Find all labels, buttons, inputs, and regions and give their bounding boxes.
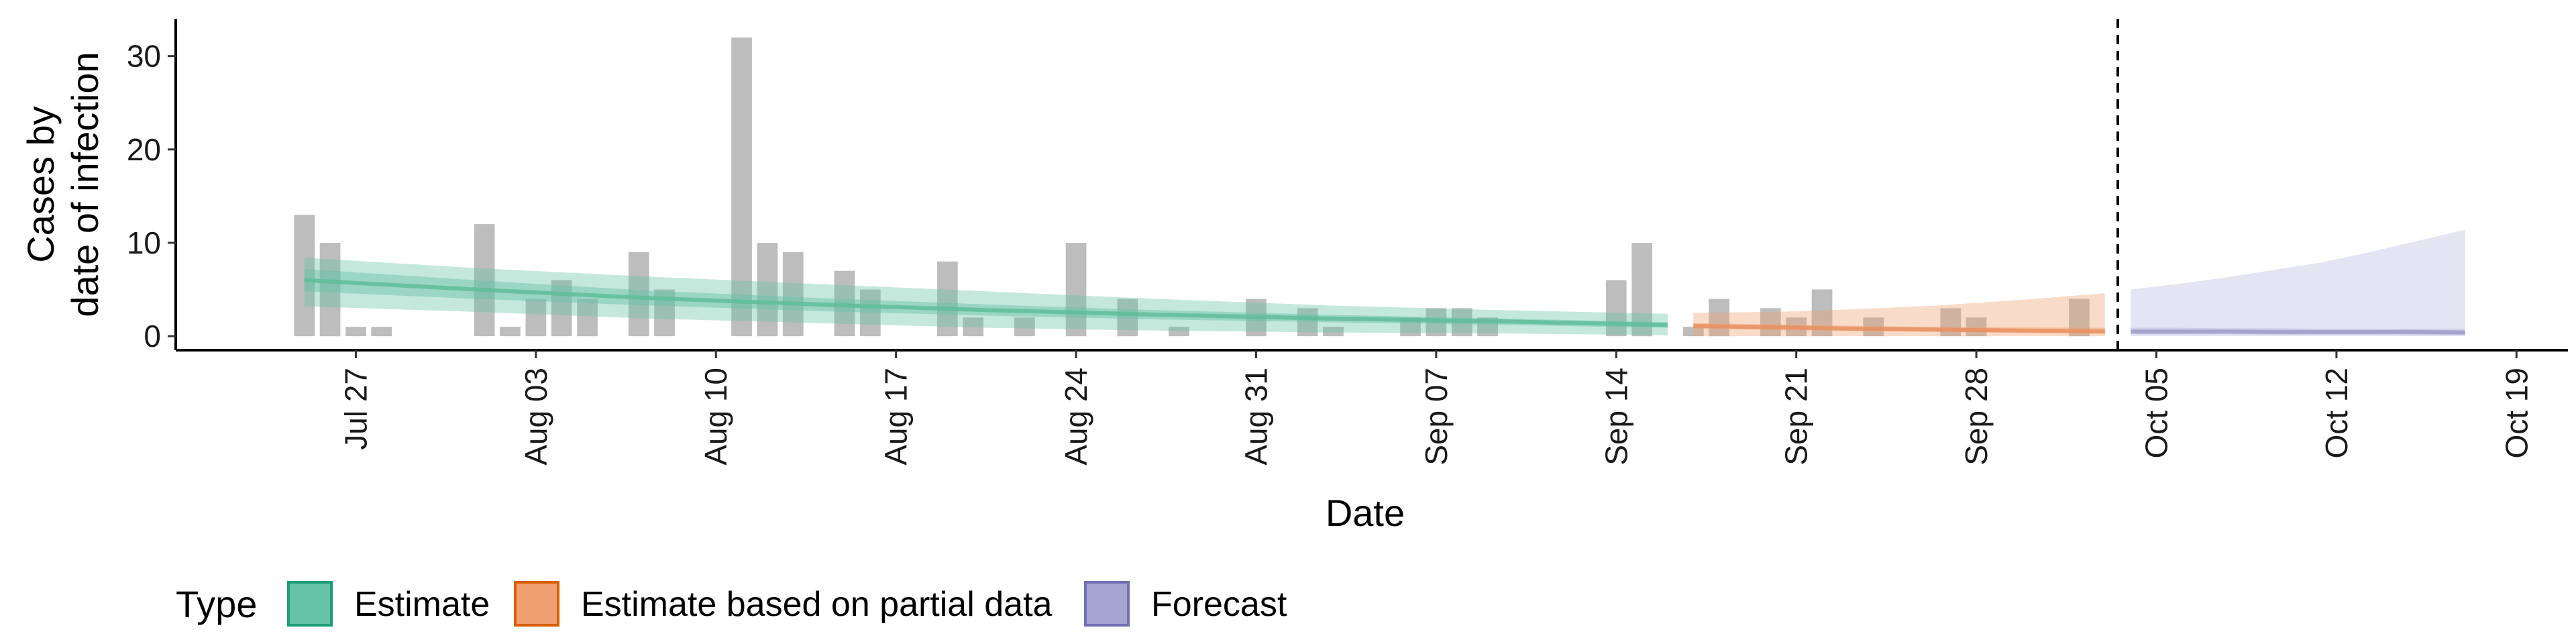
x-tick-label: Jul 27 bbox=[338, 368, 373, 450]
case-bar bbox=[474, 224, 495, 337]
x-tick-label: Aug 10 bbox=[698, 368, 733, 466]
case-bar bbox=[963, 317, 983, 337]
estimate-median-line bbox=[304, 278, 1668, 327]
case-bar bbox=[860, 289, 881, 337]
legend-label-forecast: Forecast bbox=[1151, 585, 1287, 624]
forecast-outer-band bbox=[2131, 229, 2465, 337]
legend-title: Type bbox=[176, 583, 257, 625]
case-bar bbox=[577, 299, 598, 337]
case-bar bbox=[1605, 280, 1627, 337]
case-bar bbox=[782, 252, 804, 337]
legend-label-estimate: Estimate bbox=[354, 585, 490, 624]
y-tick-label: 10 bbox=[127, 225, 161, 260]
y-tick-label: 20 bbox=[127, 132, 161, 167]
case-bar bbox=[757, 243, 778, 337]
case-bar bbox=[1117, 299, 1138, 337]
x-tick-label: Sep 28 bbox=[1959, 368, 1994, 466]
case-bar bbox=[1065, 243, 1087, 337]
x-tick-label: Sep 07 bbox=[1419, 368, 1454, 466]
estimate-outer-band bbox=[304, 258, 1668, 335]
y-axis-title-line-1: Cases by bbox=[19, 106, 62, 262]
case-bar bbox=[1683, 327, 1704, 337]
x-tick-label: Aug 17 bbox=[879, 368, 914, 466]
case-bar bbox=[500, 327, 521, 337]
case-bar bbox=[1323, 327, 1344, 337]
legend-label-estimate-based-on-partial-data: Estimate based on partial data bbox=[581, 585, 1053, 624]
case-bar bbox=[525, 299, 547, 337]
case-bar bbox=[1966, 317, 1987, 337]
x-tick-label: Oct 12 bbox=[2319, 368, 2354, 459]
y-tick-label: 30 bbox=[127, 39, 161, 74]
x-tick-label: Aug 31 bbox=[1238, 368, 1273, 466]
x-tick-label: Sep 14 bbox=[1599, 368, 1633, 466]
bars-layer bbox=[294, 37, 2090, 337]
axes-layer: 0 10 20 30 Jul 27 Aug 03 Aug 10 Aug 17 Aug 24 Aug… bbox=[19, 19, 2568, 534]
case-bar bbox=[551, 280, 572, 337]
y-tick-label: 0 bbox=[144, 319, 161, 354]
legend-swatch-forecast bbox=[1084, 581, 1130, 627]
case-bar bbox=[371, 327, 392, 337]
legend-swatch-estimate bbox=[287, 581, 333, 627]
case-bar bbox=[937, 261, 958, 337]
x-tick-label: Oct 05 bbox=[2139, 368, 2174, 459]
x-tick-label: Aug 03 bbox=[519, 368, 553, 466]
x-tick-label: Sep 21 bbox=[1779, 368, 1814, 466]
case-bar bbox=[1297, 308, 1318, 337]
ribbons-layer bbox=[304, 229, 2465, 337]
case-bar bbox=[319, 243, 341, 337]
case-bar bbox=[1631, 243, 1652, 337]
legend: Type Estimate Estimate based on partial da… bbox=[176, 581, 1287, 627]
legend-swatch-estimate-based-on-partial-data bbox=[514, 581, 559, 627]
forecast-median-line bbox=[2131, 329, 2465, 335]
x-tick-label: Oct 19 bbox=[2499, 368, 2534, 459]
case-bar bbox=[1760, 308, 1781, 337]
case-bar bbox=[731, 37, 752, 337]
case-bar bbox=[294, 215, 315, 337]
y-axis-title-line-2: date of infection bbox=[64, 52, 106, 317]
case-bar bbox=[628, 252, 649, 337]
case-bar bbox=[1169, 327, 1189, 337]
x-axis-title: Date bbox=[1326, 492, 1405, 534]
case-bar bbox=[1709, 299, 1729, 337]
x-tick-label: Aug 24 bbox=[1059, 368, 1093, 466]
estimate-based-on-partial-data-outer-band bbox=[1693, 293, 2105, 337]
case-bar bbox=[345, 327, 366, 337]
case-bar bbox=[1014, 317, 1035, 337]
estimate-based-on-partial-data-median-line bbox=[1693, 323, 2105, 334]
